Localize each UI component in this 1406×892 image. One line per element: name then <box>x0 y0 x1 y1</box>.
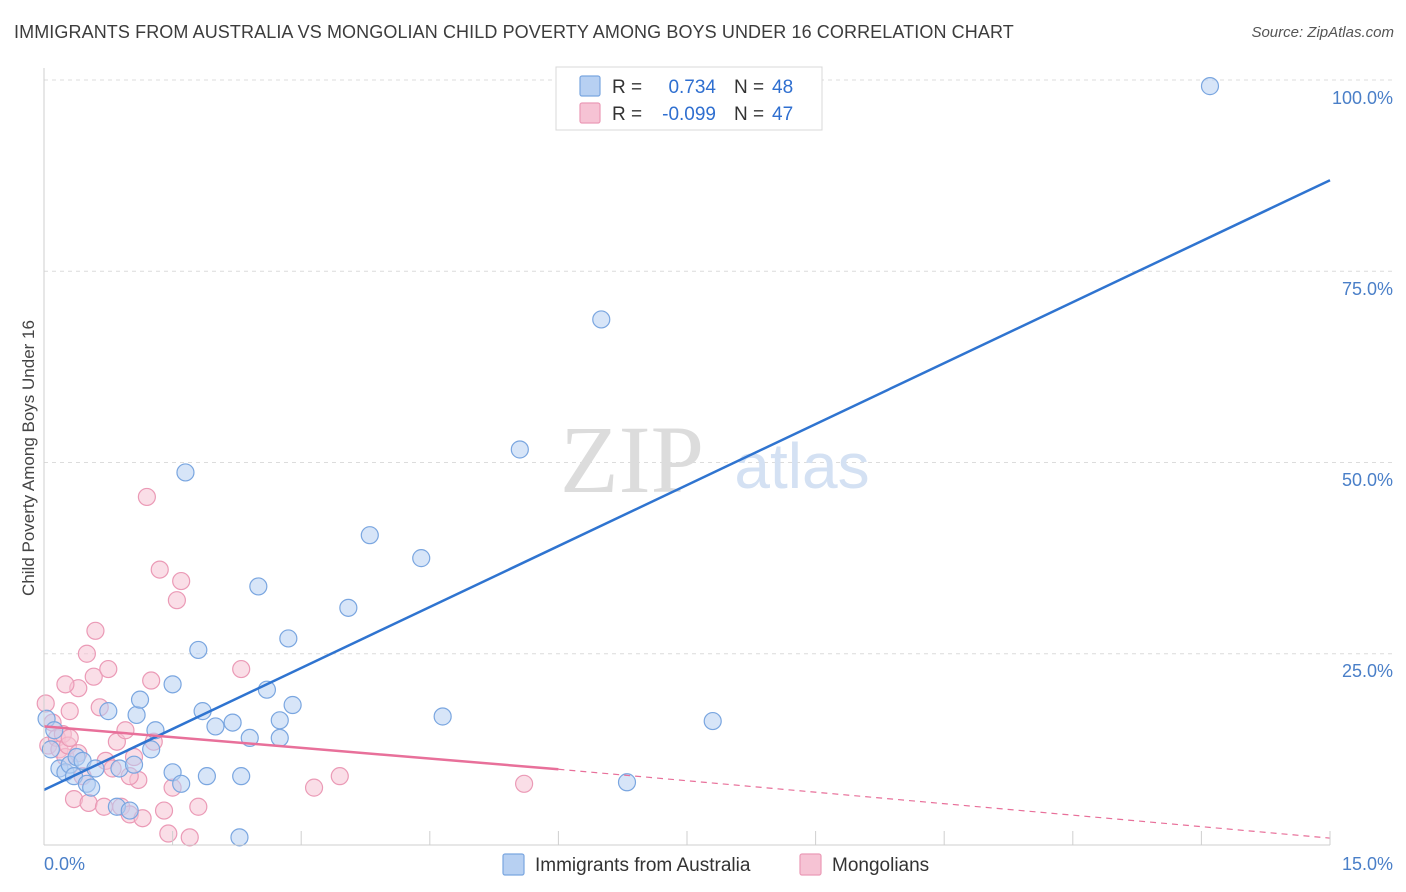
australia-point-40 <box>412 549 431 568</box>
australia-point-30 <box>232 767 251 786</box>
australia-point-37 <box>283 695 302 715</box>
bottom-legend-swatch-australia <box>502 853 525 876</box>
mongolians-point-46 <box>60 728 79 748</box>
y-tick-100: 100.0% <box>1332 88 1393 108</box>
legend-r-label-pink: R = <box>612 104 642 125</box>
legend-n-value-blue: 48 <box>772 77 793 98</box>
y-tick-75: 75.0% <box>1342 279 1393 299</box>
australia-point-15 <box>124 755 144 774</box>
mongolians-point-36 <box>180 828 199 847</box>
bottom-legend-label-mongolians: Mongolians <box>832 855 929 876</box>
mongolians-point-15 <box>86 621 105 640</box>
mongolians-trend-line <box>43 725 559 771</box>
mongolians-point-39 <box>304 778 324 797</box>
australia-point-28 <box>223 713 242 732</box>
australia-point-38 <box>339 598 358 617</box>
australia-point-42 <box>510 440 529 459</box>
bottom-legend-swatch-mongolians <box>799 853 822 876</box>
mongolians-point-31 <box>154 801 174 820</box>
mongolians-point-35 <box>172 571 191 591</box>
mongolians-point-0 <box>36 694 55 713</box>
mongolians-point-43 <box>56 675 75 694</box>
mongolians-points <box>36 487 534 847</box>
australia-point-16 <box>127 705 146 725</box>
legend-swatch-blue <box>579 75 601 97</box>
legend-n-label-blue: N = <box>734 77 764 98</box>
australia-point-45 <box>703 711 722 731</box>
australia-point-27 <box>206 717 225 736</box>
mongolians-trend-extension <box>558 768 1331 839</box>
australia-point-35 <box>270 711 289 730</box>
mongolians-point-41 <box>515 774 534 793</box>
australia-point-46 <box>1200 77 1220 96</box>
australia-point-44 <box>617 773 637 792</box>
australia-point-47 <box>41 740 60 759</box>
mongolians-point-30 <box>142 671 161 690</box>
mongolians-point-34 <box>167 591 186 610</box>
mongolians-point-40 <box>330 767 349 786</box>
australia-point-9 <box>82 778 101 797</box>
legend-r-value-pink: -0.099 <box>662 104 716 125</box>
australia-point-24 <box>189 640 208 660</box>
mongolians-point-18 <box>99 659 118 679</box>
australia-point-20 <box>163 675 182 694</box>
grid <box>44 79 1392 655</box>
legend-r-value-blue: 0.734 <box>668 77 716 98</box>
australia-point-43 <box>592 310 611 329</box>
australia-point-29 <box>230 828 249 847</box>
australia-point-14 <box>120 801 139 820</box>
y-axis-label: Child Poverty Among Boys Under 16 <box>19 320 38 596</box>
australia-point-32 <box>249 577 268 596</box>
australia-point-18 <box>142 740 161 759</box>
australia-point-39 <box>360 526 379 545</box>
watermark-atlas: atlas <box>734 430 869 502</box>
australia-point-36 <box>279 629 298 648</box>
australia-point-41 <box>433 707 452 726</box>
x-tick-min: 0.0% <box>44 854 85 874</box>
bottom-legend-label-australia: Immigrants from Australia <box>535 855 751 876</box>
australia-point-22 <box>172 774 191 793</box>
mongolians-point-37 <box>189 797 208 816</box>
mongolians-point-22 <box>116 721 135 740</box>
australia-point-26 <box>197 767 216 786</box>
australia-point-34 <box>270 728 289 748</box>
australia-point-17 <box>130 690 150 709</box>
source-label: Source: ZipAtlas.com <box>1251 24 1394 41</box>
mongolians-point-14 <box>84 667 103 686</box>
axes <box>43 68 1331 846</box>
australia-point-11 <box>99 702 118 721</box>
mongolians-point-32 <box>159 824 178 843</box>
mongolians-point-8 <box>60 702 79 721</box>
australia-point-1 <box>45 721 64 740</box>
legend-n-label-pink: N = <box>734 104 764 125</box>
mongolians-point-13 <box>79 793 98 813</box>
legend-swatch-pink <box>579 102 601 124</box>
y-tick-50: 50.0% <box>1342 470 1393 490</box>
y-tick-25: 25.0% <box>1342 661 1393 681</box>
australia-point-23 <box>176 463 195 482</box>
trend-lines <box>43 179 1331 839</box>
mongolians-point-29 <box>150 560 169 579</box>
legend-r-label-blue: R = <box>612 77 642 98</box>
mongolians-point-12 <box>77 644 96 663</box>
legend-n-value-pink: 47 <box>772 104 793 125</box>
watermark-zip: ZIP <box>560 406 704 513</box>
correlation-legend: R = 0.734 N = 48 R = -0.099 N = 47 <box>555 66 823 131</box>
x-tick-max: 15.0% <box>1342 854 1393 874</box>
chart-title: IMMIGRANTS FROM AUSTRALIA VS MONGOLIAN C… <box>14 22 1014 42</box>
australia-trend-line <box>43 179 1331 792</box>
mongolians-point-38 <box>232 659 251 679</box>
mongolians-point-27 <box>137 487 156 507</box>
watermark: ZIP atlas <box>560 406 870 513</box>
series-legend: Immigrants from Australia Mongolians <box>502 853 929 876</box>
